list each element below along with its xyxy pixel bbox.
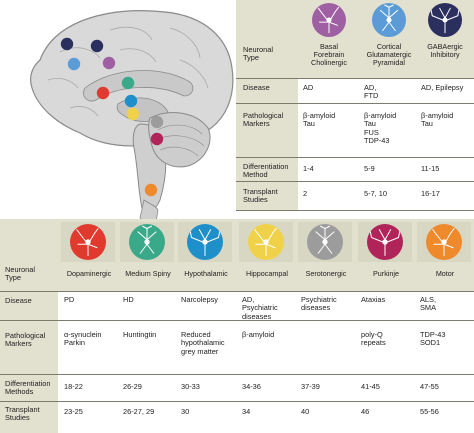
bottom-disease-3: AD, Psychiatric diseases bbox=[242, 295, 278, 321]
brain-dot-gabaergic-2 bbox=[90, 39, 104, 53]
brain-dot-hypothalamic bbox=[124, 94, 138, 108]
bottom-disease-4: Psychiatric diseases bbox=[301, 295, 337, 313]
bottom-disease-5: Ataxias bbox=[361, 295, 386, 304]
bottom-col-header-6: Motor bbox=[435, 269, 455, 278]
bottom-rowlabel-band bbox=[0, 291, 58, 433]
bottom-disease-6: ALS, SMA bbox=[420, 295, 437, 313]
serotonergic-neuron-icon bbox=[307, 224, 343, 260]
top-markers-2: β-amyloid Tau bbox=[421, 111, 454, 129]
top-diff-2: 11-15 bbox=[421, 164, 440, 173]
top-markers-0: β-amyloid Tau bbox=[303, 111, 336, 129]
brain-dot-basal-forebrain bbox=[102, 56, 116, 70]
bottom-diff-5: 41-45 bbox=[361, 382, 380, 391]
bottom-row-label-disease: Disease bbox=[5, 296, 32, 305]
bottom-diff-0: 18-22 bbox=[64, 382, 83, 391]
top-rule-1 bbox=[236, 78, 474, 79]
bottom-col-header-1: Medium Spiny bbox=[125, 269, 171, 278]
bottom-transplant-5: 46 bbox=[361, 407, 370, 416]
brain-dot-motor bbox=[144, 183, 158, 197]
brain-dot-dopaminergic bbox=[96, 86, 110, 100]
bottom-rule-3 bbox=[0, 374, 474, 375]
bottom-col-header-4: Serotonergic bbox=[305, 269, 347, 278]
basal-forebrain-cholinergic-neuron-icon bbox=[312, 3, 346, 37]
bottom-col-header-5: Purkinje bbox=[373, 269, 399, 278]
bottom-markers-1: Huntingtin bbox=[123, 330, 157, 339]
brain-dot-hippocampal bbox=[126, 107, 140, 121]
bottom-transplant-6: 55-56 bbox=[420, 407, 439, 416]
top-col-header-1: Cortical Glutamatergic Pyramidal bbox=[366, 42, 412, 68]
bottom-rule-4 bbox=[0, 401, 474, 402]
bottom-diff-2: 30-33 bbox=[181, 382, 200, 391]
bottom-markers-5: poly-Q repeats bbox=[361, 330, 386, 348]
brain-dot-serotonergic bbox=[150, 115, 164, 129]
bottom-diff-1: 26-29 bbox=[123, 382, 142, 391]
bottom-row-label-type: Neuronal Type bbox=[5, 265, 35, 283]
bottom-disease-2: Narcolepsy bbox=[181, 295, 218, 304]
brain-dot-purkinje bbox=[150, 132, 164, 146]
brain-dot-gabaergic bbox=[60, 37, 74, 51]
bottom-rule-2 bbox=[0, 320, 474, 321]
top-transplant-1: 5-7, 10 bbox=[364, 189, 388, 198]
top-disease-2: AD, Epilepsy bbox=[421, 83, 464, 92]
bottom-transplant-1: 26-27, 29 bbox=[123, 407, 155, 416]
top-row-label-diff: Differentiation Method bbox=[243, 162, 289, 180]
corpus-callosum-shape bbox=[83, 70, 194, 102]
bottom-row-label-diff: Differentiation Methods bbox=[5, 379, 51, 397]
bottom-disease-0: PD bbox=[64, 295, 75, 304]
cortical-pyramidal-neuron-icon bbox=[372, 3, 406, 37]
hippocampal-neuron-icon bbox=[248, 224, 284, 260]
bottom-markers-6: TDP-43 SOD1 bbox=[420, 330, 446, 348]
top-transplant-2: 16-17 bbox=[421, 189, 440, 198]
top-rule-2 bbox=[236, 103, 474, 104]
bottom-col-header-2: Hypothalamic bbox=[184, 269, 228, 278]
top-row-label-disease: Disease bbox=[243, 83, 270, 92]
top-diff-1: 5-9 bbox=[364, 164, 375, 173]
top-rowlabel-band bbox=[236, 78, 298, 210]
top-transplant-0: 2 bbox=[303, 189, 308, 198]
hypothalamic-neuron-icon bbox=[187, 224, 223, 260]
brain-dot-medium-spiny bbox=[121, 76, 135, 90]
bottom-markers-0: α-synuclein Parkin bbox=[64, 330, 102, 348]
bottom-rule-1 bbox=[0, 291, 474, 292]
top-row-label-type: Neuronal Type bbox=[243, 45, 273, 63]
bottom-diff-3: 34-36 bbox=[242, 382, 261, 391]
top-rule-4 bbox=[236, 181, 474, 182]
bottom-markers-3: β-amyloid bbox=[242, 330, 275, 339]
top-col-header-0: Basal Forebrain Cholinergic bbox=[311, 42, 347, 68]
bottom-row-label-markers: Pathological Markers bbox=[5, 331, 46, 349]
top-rule-3 bbox=[236, 157, 474, 158]
top-col-header-2: GABAergic Inhibitory bbox=[427, 42, 463, 60]
medium-spiny-neuron-icon bbox=[129, 224, 165, 260]
bottom-markers-2: Reduced hypothalamic grey matter bbox=[181, 330, 225, 356]
top-markers-1: β-amyloid Tau FUS TDP-43 bbox=[364, 111, 397, 146]
gabaergic-inhibitory-neuron-icon bbox=[428, 3, 462, 37]
motor-neuron-icon bbox=[426, 224, 462, 260]
top-row-label-transplant: Transplant Studies bbox=[243, 187, 278, 205]
bottom-col-header-3: Hippocampal bbox=[246, 269, 288, 278]
bottom-transplant-2: 30 bbox=[181, 407, 190, 416]
bottom-diff-4: 37-39 bbox=[301, 382, 320, 391]
bottom-transplant-0: 23-25 bbox=[64, 407, 83, 416]
bottom-disease-1: HD bbox=[123, 295, 134, 304]
dopaminergic-neuron-icon bbox=[70, 224, 106, 260]
bottom-diff-6: 47-55 bbox=[420, 382, 439, 391]
top-diff-0: 1-4 bbox=[303, 164, 314, 173]
purkinje-neuron-icon bbox=[367, 224, 403, 260]
bottom-transplant-3: 34 bbox=[242, 407, 251, 416]
bottom-col-header-0: Dopaminergic bbox=[66, 269, 112, 278]
top-row-label-markers: Pathological Markers bbox=[243, 111, 284, 129]
top-rule-5 bbox=[236, 210, 474, 211]
top-disease-1: AD, FTD bbox=[364, 83, 379, 101]
bottom-transplant-4: 40 bbox=[301, 407, 310, 416]
top-disease-0: AD bbox=[303, 83, 314, 92]
bottom-row-label-transplant: Transplant Studies bbox=[5, 405, 40, 423]
brain-dot-cortical bbox=[67, 57, 81, 71]
